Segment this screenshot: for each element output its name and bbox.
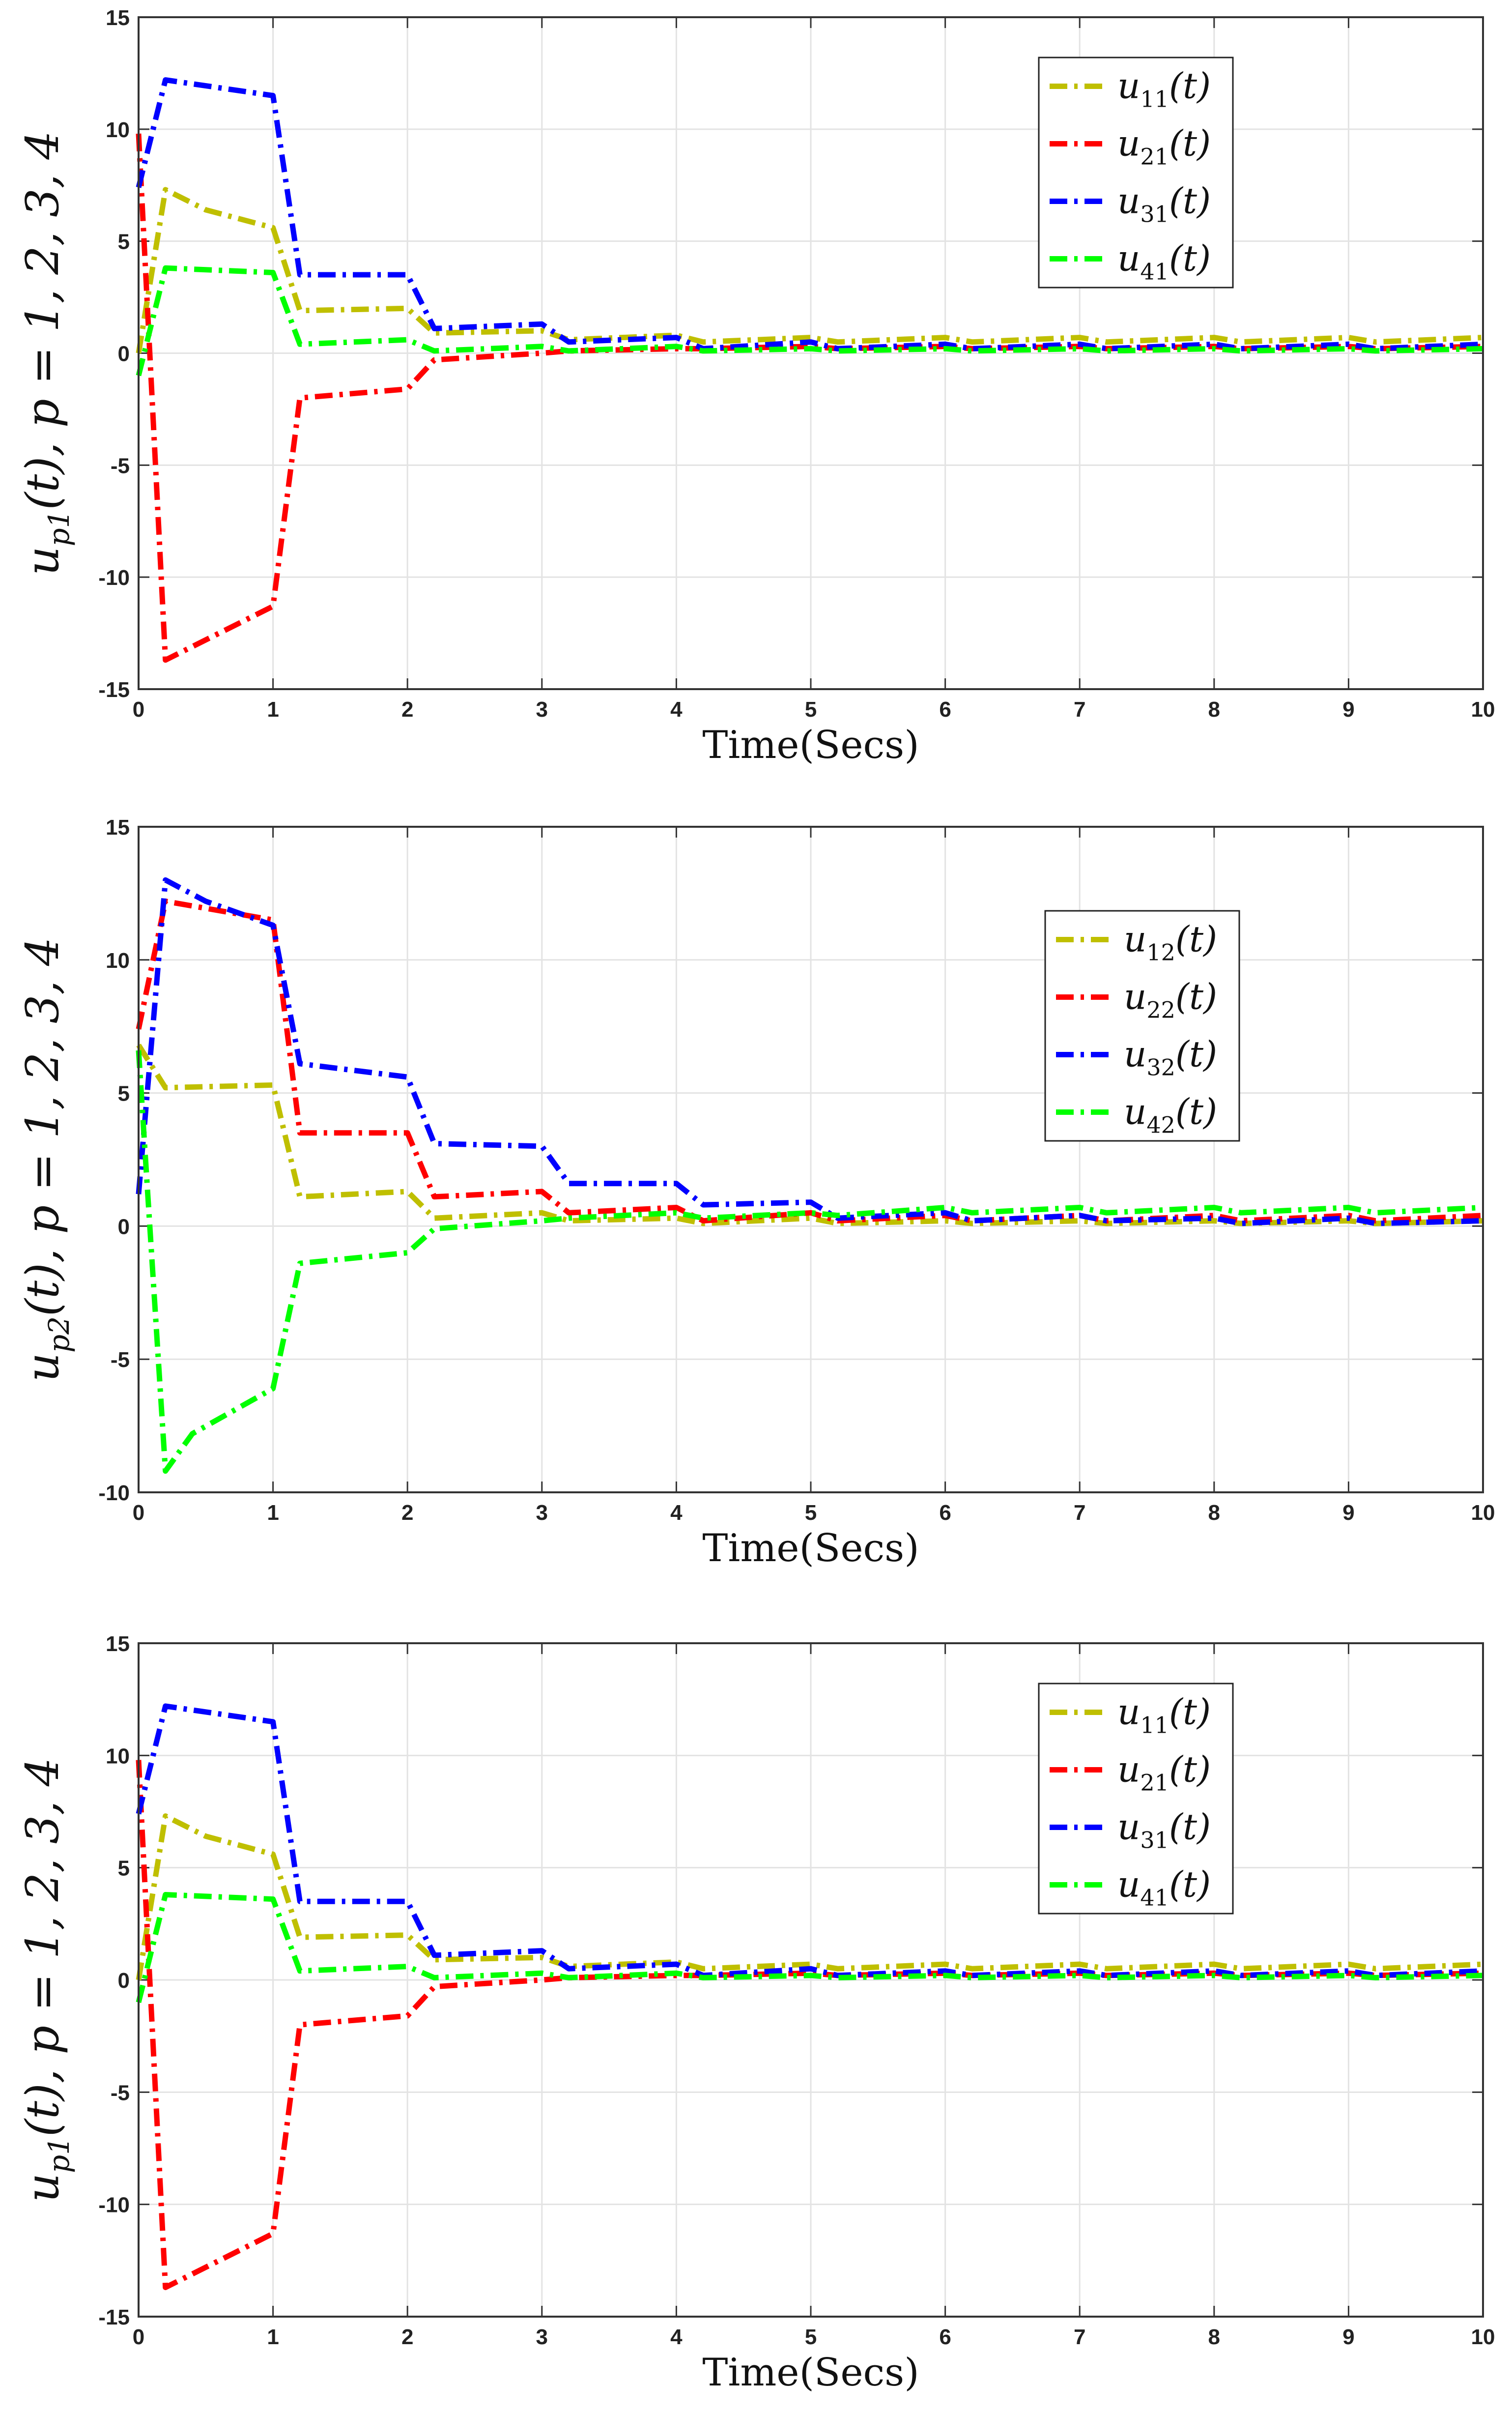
series-line-u11: [136, 1813, 1483, 1980]
y-tick-label: -5: [111, 2081, 130, 2105]
legend-entry-u21: u21(t): [1117, 1749, 1211, 1796]
top-subplot: 0 1 2 3 4 5 6 7 8 9 10 15 10 5 0 -5 -10 -15 Time(Secs) up1(…: [16, 6, 1495, 767]
y-tick-label: 15: [106, 815, 130, 840]
series-line-u32: [136, 877, 1483, 1226]
y-tick-label: 15: [106, 1632, 130, 1656]
y-tick-label: 15: [106, 6, 130, 30]
legend-entry-u21: u21(t): [1117, 123, 1211, 170]
x-tick-label: 10: [1471, 697, 1495, 722]
bottom-subplot: 0 1 2 3 4 5 6 7 8 9 10 15 10 5 0 -5 -10 -15 Time(Secs) up1(…: [16, 1632, 1495, 2395]
axes-box: [138, 1642, 1484, 2318]
series-line-u31: [136, 1703, 1483, 1978]
x-tick-label: 2: [401, 2325, 413, 2349]
legend-entry-u11: u11(t): [1117, 1691, 1211, 1739]
y-tick-label: -15: [98, 678, 130, 702]
x-axis-label: Time(Secs): [702, 2351, 919, 2395]
y-tick-label: -10: [98, 566, 130, 590]
legend-entry-u31: u31(t): [1117, 1806, 1211, 1854]
y-tick-label: 0: [118, 1215, 130, 1239]
x-tick-label: 2: [401, 697, 413, 722]
x-tick-label: 7: [1074, 1501, 1085, 1525]
x-axis-label: Time(Secs): [702, 723, 919, 767]
axes-box: [138, 16, 1484, 690]
y-tick-label: 10: [106, 1744, 130, 1768]
x-tick-label: 3: [536, 697, 548, 722]
x-tick-label: 5: [805, 2325, 817, 2349]
x-tick-label: 6: [939, 1501, 951, 1525]
x-tick-label: 1: [267, 1501, 279, 1525]
y-tick-label: 10: [106, 118, 130, 142]
x-tick-label: 0: [133, 1501, 144, 1525]
x-tick-label: 5: [805, 697, 817, 722]
x-tick-label: 3: [536, 2325, 548, 2349]
y-tick-label: -5: [111, 1348, 130, 1372]
x-tick-label: 4: [670, 697, 683, 722]
y-tick-label: -15: [98, 2305, 130, 2329]
x-tick-label: 4: [670, 2325, 683, 2349]
y-tick-label: 10: [106, 949, 130, 973]
legend: u12(t) u22(t) u32(t) u42(t): [1044, 910, 1240, 1142]
x-tick-label: 2: [401, 1501, 413, 1525]
x-tick-label: 3: [536, 1501, 548, 1525]
x-tick-label: 7: [1074, 2325, 1085, 2349]
y-tick-label: 0: [118, 1969, 130, 1993]
x-tick-label: 9: [1342, 697, 1354, 722]
legend-entry-u41: u41(t): [1117, 238, 1211, 285]
x-tick-label: 1: [267, 2325, 279, 2349]
y-tick-label: 5: [118, 230, 130, 254]
x-tick-label: 8: [1208, 2325, 1220, 2349]
y-tick-label: -5: [111, 454, 130, 478]
x-tick-label: 7: [1074, 697, 1085, 722]
legend: u11(t) u21(t) u31(t) u41(t): [1038, 57, 1234, 289]
legend-entry-u42: u42(t): [1124, 1091, 1217, 1138]
x-tick-label: 6: [939, 2325, 951, 2349]
y-axis-label: up2(t), p = 1, 2, 3, 4: [16, 937, 76, 1382]
x-tick-label: 0: [133, 697, 144, 722]
x-tick-label: 8: [1208, 697, 1220, 722]
x-tick-label: 6: [939, 697, 951, 722]
y-tick-label: 0: [118, 342, 130, 366]
middle-subplot: 0 1 2 3 4 5 6 7 8 9 10 15 10 5 0 -5 -10 Time(Secs) up2(t),…: [16, 815, 1495, 1570]
x-tick-label: 10: [1471, 2325, 1495, 2349]
legend-entry-u31: u31(t): [1117, 180, 1211, 228]
y-tick-label: 5: [118, 1082, 130, 1106]
x-tick-label: 9: [1342, 2325, 1354, 2349]
x-tick-label: 10: [1471, 1501, 1495, 1525]
x-tick-label: 0: [133, 2325, 144, 2349]
y-axis-label: up1(t), p = 1, 2, 3, 4: [16, 1758, 76, 2203]
legend-entry-u22: u22(t): [1124, 976, 1217, 1023]
series-line-u42: [136, 1050, 1483, 1474]
x-tick-label: 1: [267, 697, 279, 722]
x-axis-label: Time(Secs): [702, 1526, 919, 1570]
y-tick-label: 5: [118, 1857, 130, 1881]
series-line-u41: [136, 265, 1483, 377]
x-tick-label: 8: [1208, 1501, 1220, 1525]
legend-entry-u12: u12(t): [1124, 919, 1217, 966]
y-tick-label: -10: [98, 1481, 130, 1505]
axes-box: [138, 826, 1484, 1493]
x-tick-label: 5: [805, 1501, 817, 1525]
legend-entry-u32: u32(t): [1124, 1034, 1217, 1081]
x-tick-label: 4: [670, 1501, 683, 1525]
legend-entry-u11: u11(t): [1117, 65, 1211, 113]
legend-entry-u41: u41(t): [1117, 1864, 1211, 1911]
x-tick-label: 9: [1342, 1501, 1354, 1525]
y-axis-label: up1(t), p = 1, 2, 3, 4: [16, 131, 76, 576]
series-line-u11: [136, 187, 1483, 354]
legend: u11(t) u21(t) u31(t) u41(t): [1038, 1683, 1234, 1915]
series-line-u41: [136, 1892, 1483, 2004]
series-line-u31: [136, 77, 1483, 351]
y-tick-label: -10: [98, 2193, 130, 2217]
